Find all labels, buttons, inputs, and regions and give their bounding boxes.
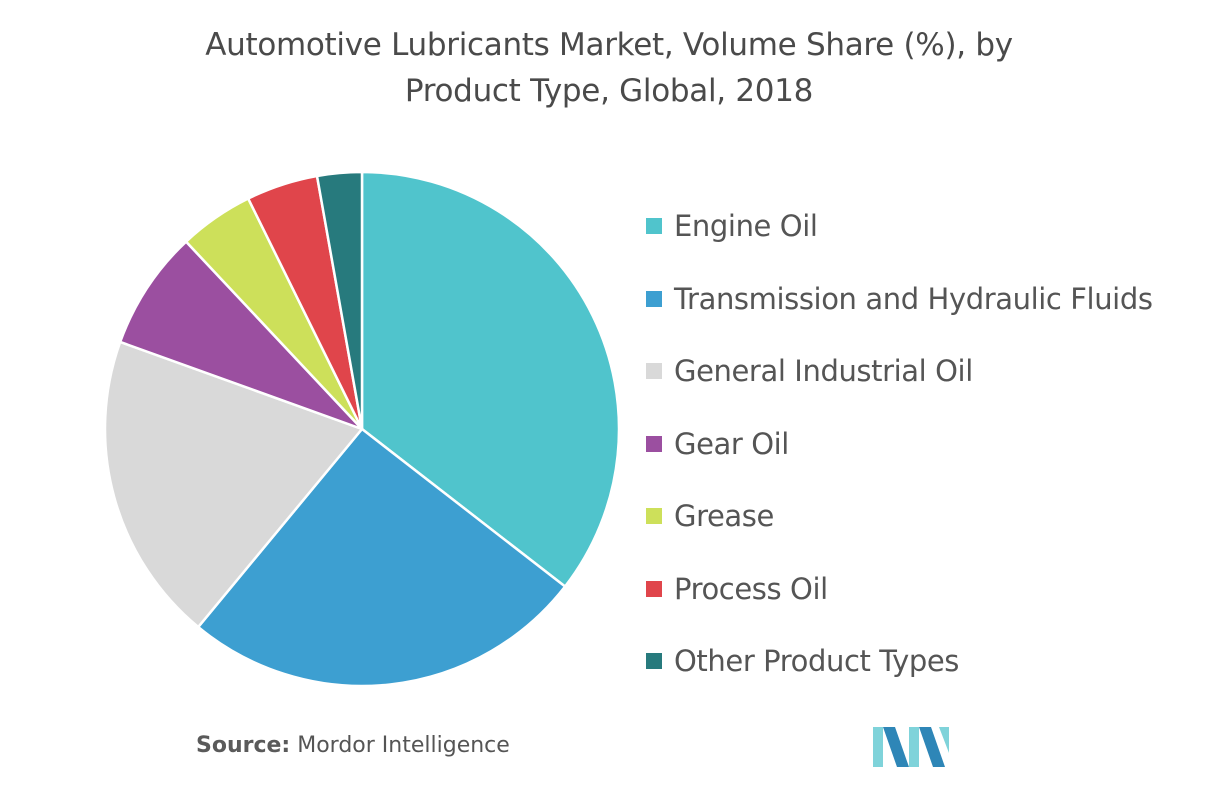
legend-swatch-general-industrial-oil	[646, 363, 662, 380]
legend-label-process-oil: Process Oil	[674, 571, 828, 606]
legend-item-grease: Grease	[646, 480, 1153, 553]
legend-label-gear-oil: Gear Oil	[674, 426, 789, 461]
legend-swatch-grease	[646, 508, 662, 525]
legend-item-process-oil: Process Oil	[646, 553, 1153, 626]
mordor-intelligence-logo	[873, 727, 949, 767]
chart-title-line-1: Automotive Lubricants Market, Volume Sha…	[205, 27, 1013, 63]
legend-item-gear-oil: Gear Oil	[646, 408, 1153, 481]
logo-middle-stroke	[909, 727, 919, 767]
chart-title-line-2: Product Type, Global, 2018	[404, 73, 814, 109]
legend-item-general-industrial-oil: General Industrial Oil	[646, 335, 1153, 408]
legend-label-other-product-types: Other Product Types	[674, 644, 960, 679]
legend-label-grease: Grease	[674, 499, 774, 534]
legend-item-other-product-types: Other Product Types	[646, 625, 1153, 698]
pie-slice-transmission-and-hydraulic-fluids	[196, 427, 567, 688]
legend-item-transmission-hydraulic-fluids: Transmission and Hydraulic Fluids	[646, 263, 1153, 336]
pie-slice-engine-oil	[360, 170, 621, 588]
logo-right-stroke	[939, 727, 949, 753]
pie-slice-gear-oil	[118, 240, 364, 431]
pie-slice-general-industrial-oil	[103, 340, 364, 629]
source-note: Source: Mordor Intelligence	[196, 733, 510, 758]
legend-label-general-industrial-oil: General Industrial Oil	[674, 354, 973, 389]
source-label: Source:	[196, 733, 291, 758]
legend-swatch-transmission-hydraulic-fluids	[646, 290, 662, 307]
legend-label-engine-oil: Engine Oil	[674, 209, 818, 244]
logo-left-stroke	[873, 727, 883, 767]
logo-diagonal-2	[919, 727, 945, 767]
pie-chart	[103, 170, 621, 688]
legend-swatch-other-product-types	[646, 653, 662, 670]
source-name: Mordor Intelligence	[297, 733, 510, 758]
pie-slice-other-product-types	[315, 170, 364, 431]
legend-swatch-gear-oil	[646, 435, 662, 452]
chart-legend: Engine Oil Transmission and Hydraulic Fl…	[646, 190, 1153, 698]
legend-item-engine-oil: Engine Oil	[646, 190, 1153, 263]
chart-title: Automotive Lubricants Market, Volume Sha…	[0, 22, 1218, 114]
legend-swatch-engine-oil	[646, 218, 662, 235]
logo-diagonal-1	[883, 727, 909, 767]
legend-swatch-process-oil	[646, 580, 662, 597]
legend-label-transmission-hydraulic-fluids: Transmission and Hydraulic Fluids	[674, 281, 1153, 316]
